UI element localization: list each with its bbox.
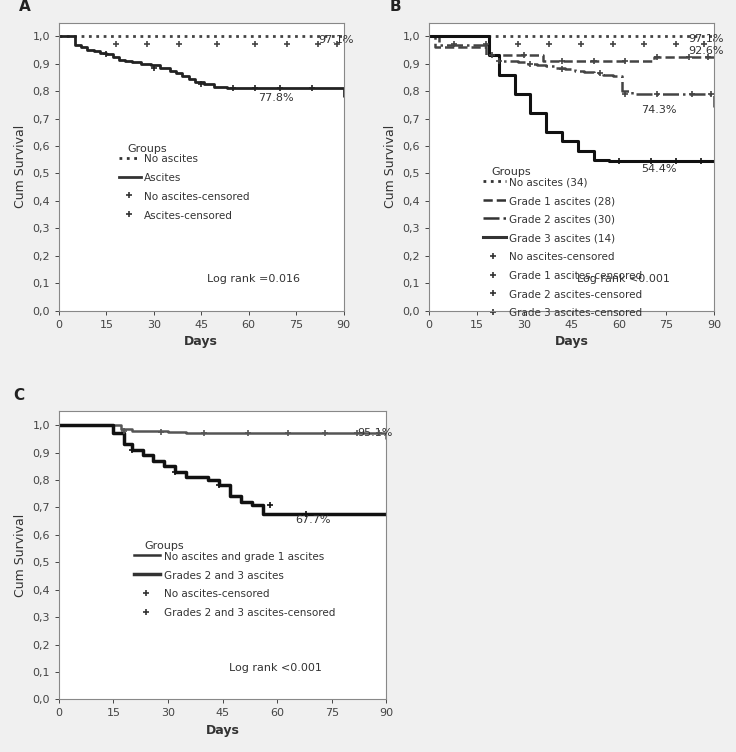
X-axis label: Days: Days [184, 335, 218, 348]
Text: Grades 2 and 3 ascites-censored: Grades 2 and 3 ascites-censored [163, 608, 335, 618]
Text: No ascites-censored: No ascites-censored [509, 252, 615, 262]
Text: Grades 2 and 3 ascites: Grades 2 and 3 ascites [163, 571, 283, 581]
Text: Grade 2 ascites (30): Grade 2 ascites (30) [509, 215, 615, 225]
Text: Ascites: Ascites [144, 173, 182, 183]
Text: Groups: Groups [492, 166, 531, 177]
X-axis label: Days: Days [555, 335, 589, 348]
Text: Grade 2 ascites-censored: Grade 2 ascites-censored [509, 290, 642, 300]
Text: B: B [389, 0, 401, 14]
Text: 77.8%: 77.8% [258, 92, 294, 103]
Text: Ascites-censored: Ascites-censored [144, 211, 233, 220]
Text: Log rank =0.016: Log rank =0.016 [207, 274, 300, 284]
Y-axis label: Cum Survival: Cum Survival [14, 514, 26, 597]
Text: Grade 3 ascites-censored: Grade 3 ascites-censored [509, 308, 642, 318]
Text: Log rank <0.001: Log rank <0.001 [229, 663, 322, 672]
Text: C: C [13, 388, 24, 403]
Y-axis label: Cum Survival: Cum Survival [14, 125, 26, 208]
Text: 74.3%: 74.3% [641, 105, 676, 115]
Text: 97.1%: 97.1% [689, 35, 724, 44]
Text: Groups: Groups [127, 144, 167, 153]
Text: 92.6%: 92.6% [689, 47, 724, 56]
Text: A: A [19, 0, 31, 14]
Text: No ascites: No ascites [144, 154, 198, 165]
Text: No ascites (34): No ascites (34) [509, 177, 587, 187]
Text: Grade 3 ascites (14): Grade 3 ascites (14) [509, 234, 615, 244]
Text: 97.1%: 97.1% [319, 35, 354, 45]
Text: Groups: Groups [144, 541, 184, 551]
Text: No ascites-censored: No ascites-censored [144, 192, 250, 202]
X-axis label: Days: Days [205, 724, 240, 737]
Y-axis label: Cum Survival: Cum Survival [384, 125, 397, 208]
Text: Grade 1 ascites-censored: Grade 1 ascites-censored [509, 271, 642, 281]
Text: 54.4%: 54.4% [641, 164, 676, 174]
Text: No ascites-censored: No ascites-censored [163, 590, 269, 599]
Text: No ascites and grade 1 ascites: No ascites and grade 1 ascites [163, 552, 324, 562]
Text: 95.1%: 95.1% [357, 428, 393, 438]
Text: Log rank <0.001: Log rank <0.001 [577, 274, 670, 284]
Text: Grade 1 ascites (28): Grade 1 ascites (28) [509, 196, 615, 206]
Text: 67.7%: 67.7% [295, 515, 331, 525]
